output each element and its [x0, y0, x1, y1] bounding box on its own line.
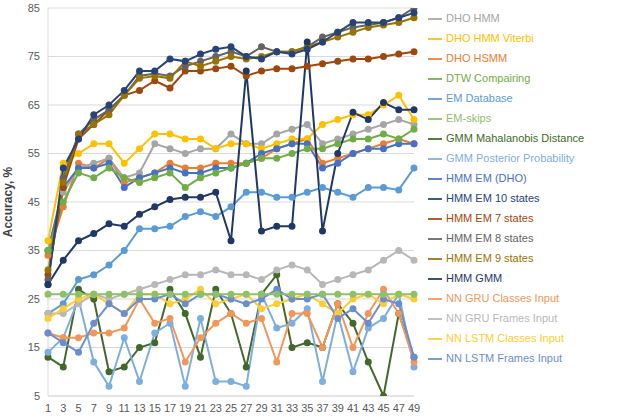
- html-text:DHO HSMM: DHO HSMM: [446, 52, 508, 64]
- svg-text:13: 13: [133, 402, 145, 414]
- svg-text:Accuracy, %: Accuracy, %: [8, 166, 15, 237]
- svg-text:29: 29: [255, 402, 267, 414]
- svg-text:1: 1: [45, 402, 51, 414]
- svg-text:9: 9: [106, 402, 112, 414]
- html-text:HMM GMM: HMM GMM: [446, 272, 503, 284]
- html-text:NN LSTM Frames Input: NN LSTM Frames Input: [446, 352, 563, 364]
- html-text:DHO HMM Viterbi: DHO HMM Viterbi: [446, 32, 534, 44]
- svg-text:39: 39: [332, 402, 344, 414]
- html-text:EM Database: EM Database: [446, 92, 513, 104]
- svg-text:55: 55: [28, 147, 40, 159]
- svg-text:35: 35: [28, 244, 40, 256]
- svg-text:25: 25: [28, 293, 40, 305]
- html-text:DTW Compairing: DTW Compairing: [446, 72, 531, 84]
- html-text:NN LSTM Classes Input: NN LSTM Classes Input: [446, 332, 564, 344]
- svg-text:11: 11: [119, 402, 130, 414]
- svg-text:35: 35: [301, 402, 313, 414]
- html-text:DHO HMM: DHO HMM: [446, 12, 500, 24]
- svg-text:85: 85: [28, 2, 40, 14]
- html-text:HMM EM 8 states: HMM EM 8 states: [446, 232, 534, 244]
- html-text:HMM EM 9 states: HMM EM 9 states: [446, 252, 534, 264]
- html-text:HMM EM 7 states: HMM EM 7 states: [446, 212, 534, 224]
- svg-text:5: 5: [34, 390, 40, 402]
- svg-text:15: 15: [28, 341, 40, 353]
- svg-text:25: 25: [225, 402, 237, 414]
- svg-text:41: 41: [347, 402, 359, 414]
- svg-text:45: 45: [28, 196, 40, 208]
- svg-text:43: 43: [362, 402, 374, 414]
- svg-text:5: 5: [75, 402, 81, 414]
- html-text:GMM Mahalanobis Distance: GMM Mahalanobis Distance: [446, 132, 585, 144]
- svg-text:49: 49: [408, 402, 420, 414]
- svg-text:75: 75: [28, 50, 40, 62]
- html-text:NN GRU Frames Input: NN GRU Frames Input: [446, 312, 558, 324]
- html-text:HMM EM (DHO): HMM EM (DHO): [446, 172, 527, 184]
- svg-text:19: 19: [179, 402, 191, 414]
- svg-text:17: 17: [164, 402, 176, 414]
- svg-text:21: 21: [194, 402, 206, 414]
- html-text:GMM Posterior Probability: GMM Posterior Probability: [446, 152, 575, 164]
- svg-text:15: 15: [149, 402, 161, 414]
- svg-text:31: 31: [271, 402, 283, 414]
- svg-text:23: 23: [210, 402, 222, 414]
- svg-text:45: 45: [377, 402, 389, 414]
- html-text:EM-skips: EM-skips: [446, 112, 492, 124]
- svg-text:47: 47: [393, 402, 405, 414]
- html-text:HMM EM 10 states: HMM EM 10 states: [446, 192, 540, 204]
- svg-text:7: 7: [91, 402, 97, 414]
- svg-text:3: 3: [60, 402, 66, 414]
- svg-text:65: 65: [28, 99, 40, 111]
- svg-text:27: 27: [240, 402, 252, 414]
- svg-text:37: 37: [316, 402, 328, 414]
- html-text:NN GRU Classes Input: NN GRU Classes Input: [446, 292, 560, 304]
- svg-text:33: 33: [286, 402, 298, 414]
